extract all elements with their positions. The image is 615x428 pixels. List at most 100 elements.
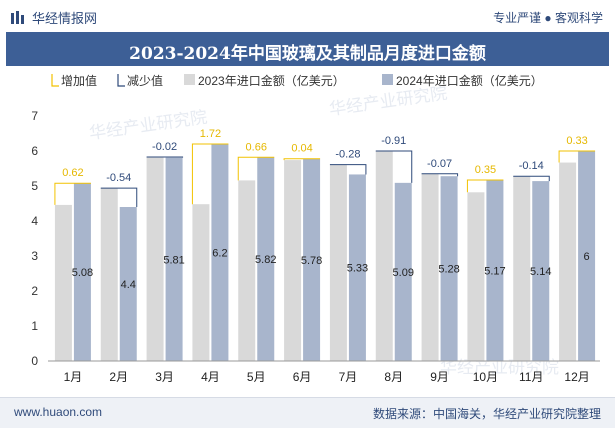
bar-2023	[421, 173, 439, 361]
bar-2023	[100, 188, 118, 361]
x-tick-label: 7月	[339, 370, 358, 384]
decrease-legend-icon	[117, 74, 125, 87]
change-label: 0.33	[566, 135, 587, 147]
bar-2024	[440, 176, 458, 361]
legend-label: 2024年进口金额（亿美元）	[396, 73, 543, 88]
bar-2024	[578, 151, 596, 361]
bar2024-legend-swatch	[382, 74, 393, 85]
bar-2024	[348, 174, 366, 361]
change-label: -0.91	[381, 135, 406, 147]
increase-bracket	[54, 182, 91, 205]
bar-2023	[54, 204, 72, 361]
chart-title: 2023-2024年中国玻璃及其制品月度进口金额	[129, 44, 486, 64]
value-label-2024: 4.4	[121, 279, 136, 291]
change-label: 0.04	[291, 143, 312, 155]
bar-2023	[467, 192, 485, 361]
y-tick-label: 4	[31, 214, 38, 228]
value-label-2024: 6	[584, 251, 590, 263]
x-tick-label: 10月	[473, 370, 498, 384]
decrease-bracket	[421, 173, 459, 177]
bar-2024	[257, 157, 275, 361]
y-tick-label: 3	[31, 249, 38, 263]
change-label: 0.62	[62, 167, 83, 179]
footer-source: 数据来源：中国海关，华经产业研究院整理	[372, 407, 601, 421]
change-label: 0.66	[246, 141, 267, 153]
huajing-logo-icon	[11, 10, 24, 24]
bar-2023	[513, 176, 531, 361]
change-label: 1.72	[200, 128, 221, 140]
change-label: -0.14	[519, 160, 544, 172]
legend-label: 2023年进口金额（亿美元）	[198, 73, 345, 88]
x-tick-label: 8月	[384, 370, 403, 384]
value-label-2024: 5.33	[347, 263, 368, 275]
decrease-bracket	[513, 175, 550, 182]
increase-bracket	[283, 158, 321, 161]
y-tick-label: 7	[31, 109, 38, 123]
value-label-2024: 6.2	[212, 248, 227, 260]
change-label: -0.54	[106, 172, 131, 184]
increase-bracket	[558, 150, 596, 163]
watermark-text: 华经产业研究院	[88, 108, 208, 143]
value-label-2024: 5.28	[438, 264, 459, 276]
decrease-bracket	[146, 156, 184, 158]
bar-2023	[192, 204, 210, 361]
bar-2024	[119, 207, 137, 361]
brand: 华经情报网	[10, 8, 97, 27]
bar-2023	[238, 180, 256, 361]
x-tick-label: 12月	[564, 370, 589, 384]
bar-2024	[73, 183, 91, 361]
bar-2024	[486, 180, 504, 361]
tagline: 专业严谨 ● 客观科学	[493, 11, 603, 25]
bar-2024	[165, 157, 183, 361]
header: 华经情报网 专业严谨 ● 客观科学	[0, 0, 615, 32]
bar-2024	[303, 158, 321, 361]
change-label: 0.35	[475, 164, 496, 176]
watermark-text: 华经产业研究院	[328, 84, 448, 119]
x-tick-label: 2月	[109, 370, 128, 384]
x-tick-label: 9月	[430, 370, 449, 384]
bar-2023	[329, 164, 347, 361]
change-label: -0.07	[427, 158, 452, 170]
bar-2024	[394, 182, 412, 361]
legend-label: 减少值	[127, 73, 163, 88]
bar-2023	[284, 160, 302, 361]
y-tick-label: 6	[31, 144, 38, 158]
bar-2023	[559, 162, 577, 361]
brand-name: 华经情报网	[32, 11, 98, 26]
x-tick-label: 1月	[64, 370, 83, 384]
change-label: -0.28	[335, 149, 360, 161]
value-label-2024: 5.82	[255, 254, 276, 266]
value-label-2024: 5.81	[163, 254, 184, 266]
value-label-2024: 5.14	[530, 266, 551, 278]
value-label-2024: 5.08	[72, 267, 93, 279]
bar-2024	[211, 144, 229, 361]
footer-website: www.huaon.com	[14, 405, 103, 419]
bar-2024	[532, 181, 550, 361]
decrease-bracket	[375, 150, 413, 183]
change-label: -0.02	[152, 141, 177, 153]
y-tick-label: 1	[31, 319, 38, 333]
decrease-bracket	[329, 164, 367, 175]
value-label-2024: 5.78	[301, 255, 322, 267]
x-tick-label: 11月	[519, 370, 543, 384]
increase-bracket	[191, 143, 229, 205]
increase-bracket	[237, 156, 275, 181]
title-bar: 2023-2024年中国玻璃及其制品月度进口金额	[6, 32, 609, 66]
y-tick-label: 5	[31, 179, 38, 193]
y-tick-label: 0	[31, 354, 38, 368]
legend-label: 增加值	[61, 73, 97, 88]
x-tick-label: 3月	[155, 370, 174, 384]
watermark-text: 华经产业研究院	[440, 358, 559, 377]
bar2023-legend-swatch	[184, 74, 195, 85]
x-tick-label: 4月	[201, 370, 220, 384]
y-tick-label: 2	[31, 284, 38, 298]
decrease-bracket	[100, 187, 138, 207]
x-tick-label: 6月	[293, 370, 312, 384]
x-tick-label: 5月	[247, 370, 266, 384]
increase-legend-icon	[51, 74, 59, 87]
increase-bracket	[466, 179, 504, 193]
bar-2023	[146, 156, 164, 361]
footer: www.huaon.com 数据来源：中国海关，华经产业研究院整理	[0, 397, 615, 428]
bar-2023	[375, 151, 393, 361]
